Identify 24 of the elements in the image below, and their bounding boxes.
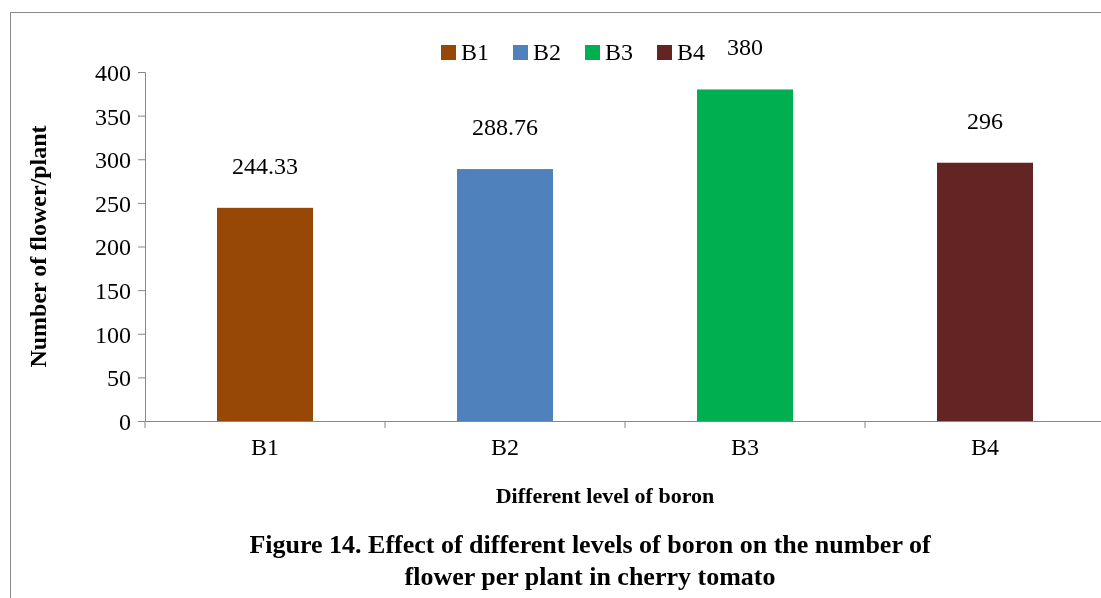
y-tick-label: 0 xyxy=(119,408,131,435)
x-tick-label: B1 xyxy=(250,434,280,461)
x-tick-label: B2 xyxy=(490,434,520,461)
x-axis-title: Different level of boron xyxy=(495,483,715,508)
legend-label: B3 xyxy=(605,39,634,66)
y-tick-label: 300 xyxy=(95,147,131,174)
legend-label: B4 xyxy=(677,39,706,66)
y-tick-label: 400 xyxy=(95,59,131,86)
x-tick-label: B4 xyxy=(970,434,1000,461)
y-tick-label: 350 xyxy=(95,103,131,130)
y-tick-label: 100 xyxy=(95,321,131,348)
y-axis-title: Number of flower/plant xyxy=(25,125,51,368)
y-tick-label: 250 xyxy=(95,190,131,217)
text: Figure 14. Effect of different levels of boron on the number of flower per plant in cherry tomato xyxy=(249,530,931,591)
data-label: 296 xyxy=(967,107,1003,134)
y-tick-label: 200 xyxy=(95,234,131,261)
data-label: 288.76 xyxy=(472,114,538,141)
legend-label: B1 xyxy=(461,39,490,66)
x-tick-label: B3 xyxy=(730,434,760,461)
y-tick-label: 150 xyxy=(95,278,131,305)
data-label: 244.33 xyxy=(232,152,298,179)
data-label: 380 xyxy=(727,34,763,61)
y-tick-label: 50 xyxy=(107,365,131,392)
legend-label: B2 xyxy=(533,39,562,66)
